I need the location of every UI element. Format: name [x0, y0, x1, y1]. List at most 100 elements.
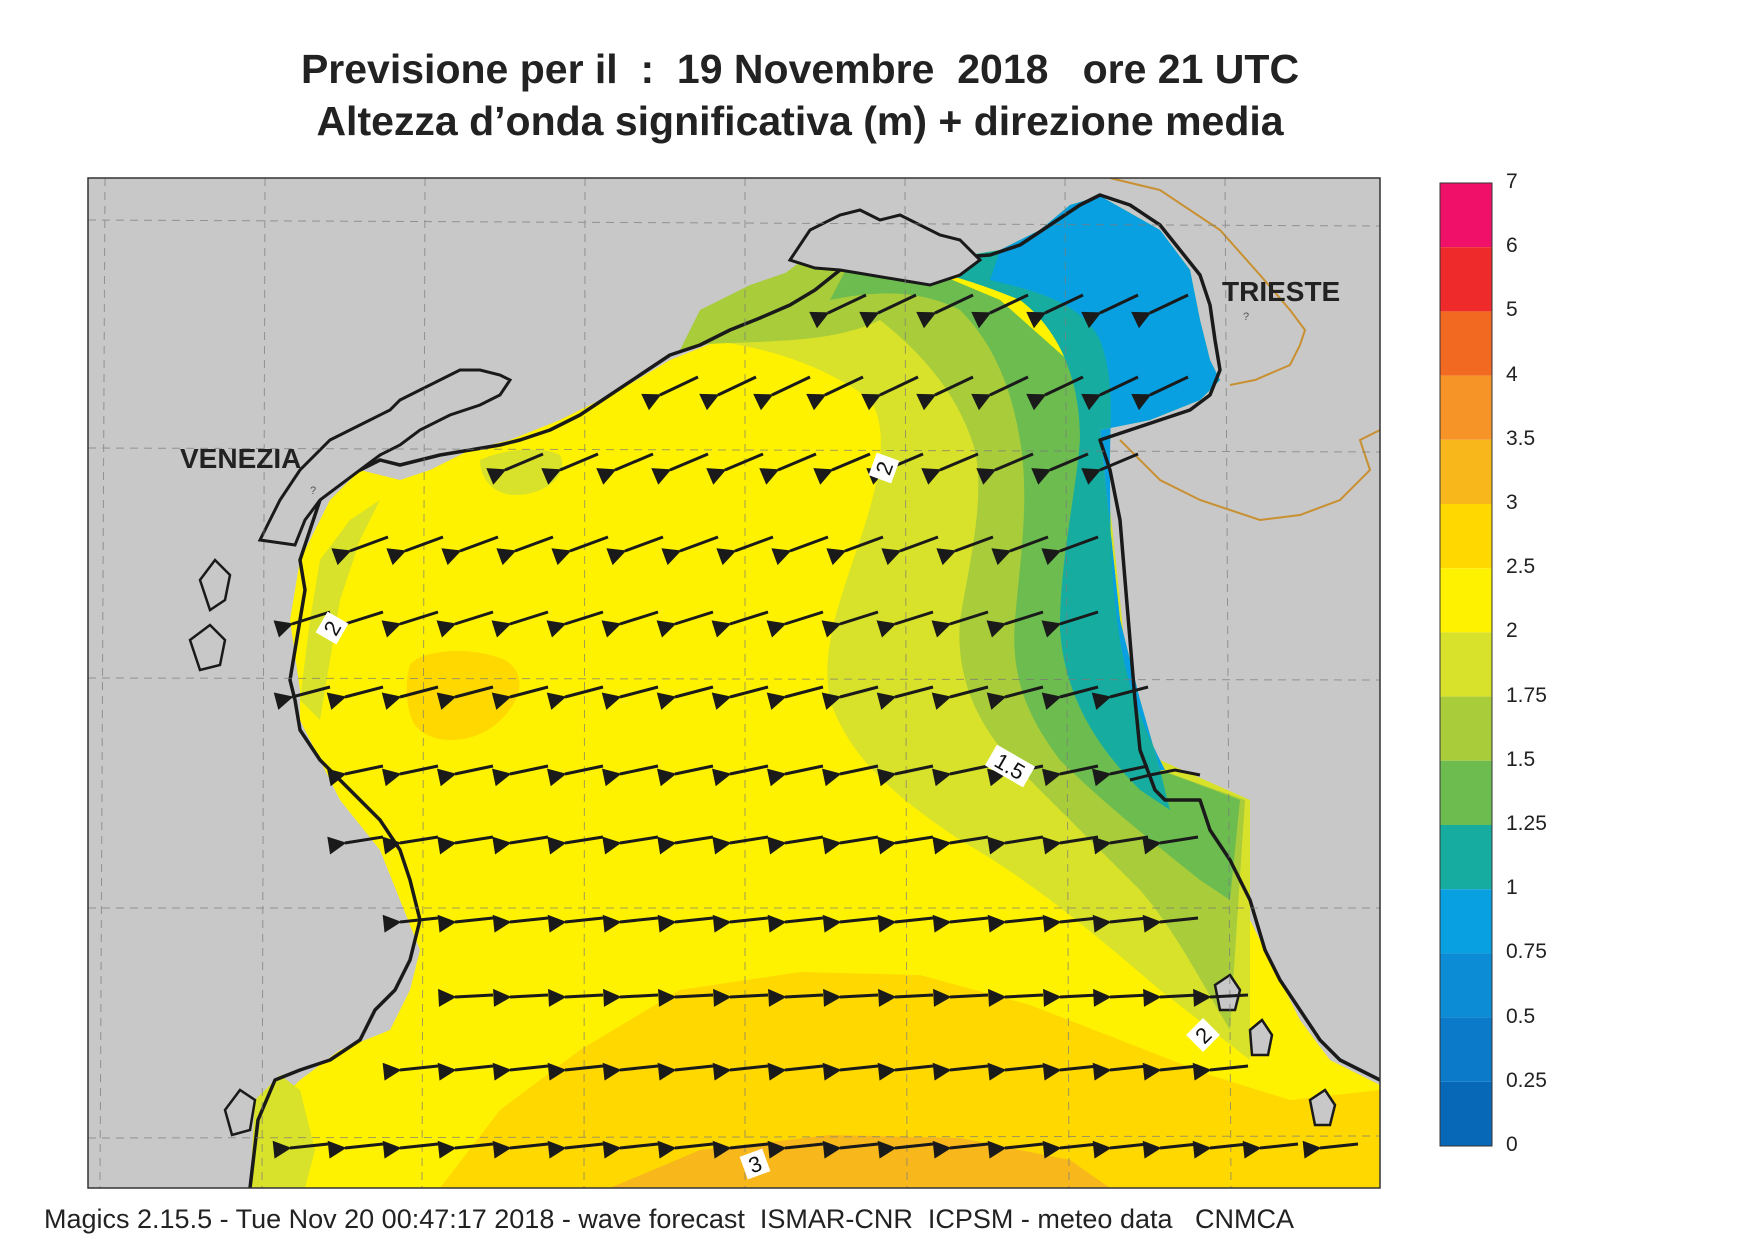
wave-direction-arrow — [1091, 764, 1149, 787]
wave-direction-arrow — [1242, 1140, 1299, 1159]
wave-direction-arrow — [601, 685, 659, 710]
croatian-island-3 — [1308, 1088, 1337, 1127]
colorbar-swatch — [1440, 632, 1492, 697]
colorbar-label: 3.5 — [1506, 426, 1536, 450]
wave-direction-arrow — [657, 835, 714, 855]
wave-direction-arrow — [823, 988, 879, 1007]
wave-direction-arrow — [496, 535, 554, 566]
wave-direction-arrow — [546, 685, 604, 710]
footer-credits: Magics 2.15.5 - Tue Nov 20 00:47:17 2018… — [44, 1204, 1295, 1234]
wave-direction-arrow — [1041, 535, 1099, 566]
wave-direction-arrow — [436, 764, 494, 787]
wave-direction-arrow — [768, 988, 824, 1007]
contour-fill-1.75-west — [300, 500, 380, 720]
wave-direction-arrow — [491, 764, 549, 787]
wave-direction-arrow — [822, 1140, 879, 1159]
wave-direction-arrow — [602, 1140, 659, 1159]
wave-direction-arrow — [1192, 1140, 1249, 1159]
wave-direction-arrow — [1092, 835, 1149, 855]
trieste-marker: ? — [1243, 311, 1249, 323]
wave-direction-arrow — [706, 452, 764, 485]
wave-direction-arrow — [651, 452, 709, 485]
wave-direction-arrow — [438, 988, 494, 1007]
contour-fill-1.5-north — [680, 265, 860, 350]
wave-direction-arrow — [273, 685, 331, 710]
colorbar-label: 0 — [1506, 1133, 1518, 1156]
wave-direction-arrow — [876, 610, 934, 638]
wave-direction-arrow — [382, 914, 439, 933]
wave-direction-arrow — [492, 1062, 549, 1081]
wave-direction-arrow — [821, 685, 879, 710]
wave-direction-arrow — [437, 1140, 494, 1159]
wave-direction-arrow — [1143, 988, 1199, 1007]
wave-direction-arrow — [437, 835, 494, 855]
wave-direction-arrow — [1041, 764, 1099, 787]
colorbar-swatch — [1440, 953, 1492, 1018]
colorbar-label: 1.75 — [1506, 683, 1547, 707]
wave-direction-arrow — [987, 835, 1044, 855]
wave-direction-arrow — [546, 610, 604, 638]
wave-direction-arrow — [1026, 375, 1084, 411]
wave-direction-arrow — [603, 988, 659, 1007]
wave-direction-arrow — [1042, 1140, 1099, 1159]
wave-direction-arrow — [878, 988, 934, 1007]
istria-inlet — [1129, 768, 1201, 782]
sea-area — [250, 196, 1380, 1188]
wave-direction-arrow — [547, 835, 604, 855]
wave-direction-arrow — [327, 835, 384, 855]
wave-direction-arrow — [881, 535, 939, 566]
wave-direction-arrow — [932, 1062, 989, 1081]
wave-direction-arrow — [641, 375, 699, 411]
wave-direction-arrow — [877, 1062, 934, 1081]
wave-direction-arrow — [1043, 988, 1099, 1007]
wave-direction-arrow — [759, 452, 817, 485]
wave-direction-arrow — [331, 535, 389, 566]
venice-island-2 — [188, 623, 227, 672]
wave-direction-arrow — [712, 1062, 769, 1081]
colorbar-swatch — [1440, 696, 1492, 761]
colorbar-label: 0.75 — [1506, 940, 1547, 964]
wave-direction-arrow — [987, 1140, 1044, 1159]
wave-direction-arrow — [1093, 988, 1149, 1007]
wave-direction-arrow — [386, 535, 444, 566]
colorbar — [1439, 182, 1493, 1147]
wave-direction-arrow — [602, 835, 659, 855]
wave-direction-arrow — [492, 835, 549, 855]
wave-direction-arrow — [382, 1062, 439, 1081]
wave-direction-arrow — [436, 610, 494, 638]
wave-direction-arrow — [602, 914, 659, 933]
colorbar-swatch — [1440, 568, 1492, 633]
wave-direction-arrow — [876, 764, 934, 787]
wave-direction-arrow — [712, 835, 769, 855]
wave-direction-arrow — [932, 914, 989, 933]
wave-direction-arrow — [988, 988, 1044, 1007]
title-line-1: Previsione per il : 19 Novembre 2018 ore… — [300, 46, 1300, 92]
wave-direction-arrow — [437, 914, 494, 933]
wave-direction-arrow — [382, 1140, 439, 1159]
wave-direction-arrow — [1131, 293, 1189, 329]
venezia-marker: ? — [310, 485, 316, 497]
venice-lagoon — [257, 368, 513, 547]
wave-direction-arrow — [601, 610, 659, 638]
wave-direction-arrow — [381, 610, 439, 638]
wave-direction-arrow — [1091, 685, 1149, 710]
wave-direction-arrow — [876, 685, 934, 710]
wave-direction-arrow — [991, 535, 1049, 566]
venice-island-1 — [198, 558, 232, 612]
wave-direction-arrow — [921, 452, 979, 485]
colorbar-label: 4 — [1506, 362, 1518, 386]
colorbar-label: 7 — [1506, 170, 1518, 193]
colorbar-label: 3 — [1506, 491, 1518, 514]
wave-direction-arrow — [1302, 1140, 1359, 1159]
border-line-2 — [1119, 429, 1380, 522]
wave-direction-arrow — [1042, 835, 1099, 855]
croatian-island-2 — [1248, 1018, 1274, 1057]
wave-direction-arrow — [713, 988, 769, 1007]
wave-direction-arrow — [661, 535, 719, 566]
wave-direction-arrow — [766, 610, 824, 638]
colorbar-label: 2.5 — [1506, 555, 1536, 579]
wave-direction-arrow — [916, 293, 974, 329]
wave-direction-arrow — [486, 452, 544, 485]
wave-direction-arrow — [596, 452, 654, 485]
wave-direction-arrow — [657, 1062, 714, 1081]
